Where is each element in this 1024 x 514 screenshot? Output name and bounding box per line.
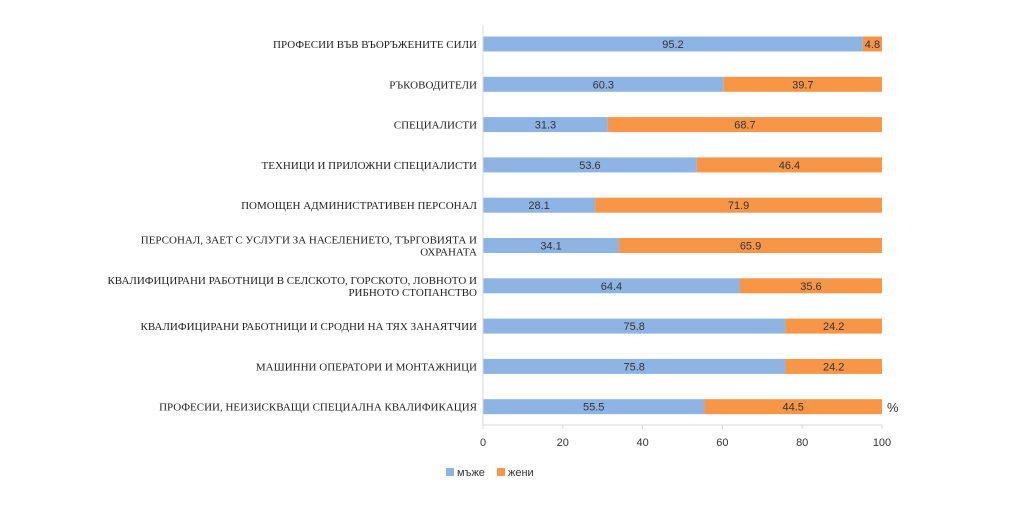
legend-swatch-female xyxy=(497,468,505,476)
category-label-4: ПОМОЩЕН АДМИНИСТРАТИВЕН ПЕРСОНАЛ xyxy=(241,200,477,212)
data-label-male-8: 75.8 xyxy=(624,361,645,373)
category-label-6-line-0: КВАЛИФИЦИРАНИ РАБОТНИЦИ В СЕЛСКОТО, ГОРС… xyxy=(107,275,477,287)
data-label-female-2: 68.7 xyxy=(734,120,755,132)
data-label-male-1: 60.3 xyxy=(593,79,614,91)
unit-label: % xyxy=(887,400,899,415)
x-tick-label-0: 0 xyxy=(480,437,486,449)
bar-female-2 xyxy=(607,117,882,133)
x-axis: 0 20 40 60 80 100 xyxy=(480,26,891,449)
bar-female-0 xyxy=(862,36,882,52)
bar-male-3 xyxy=(483,157,697,173)
data-label-male-7: 75.8 xyxy=(624,321,645,333)
category-label-9: ПРОФЕСИИ, НЕИЗИСКВАЩИ СПЕЦИАЛНА КВАЛИФИК… xyxy=(159,402,478,414)
category-labels: ПРОФЕСИИ ВЪВ ВЪОРЪЖЕНИТЕ СИЛИ РЪКОВОДИТЕЛ… xyxy=(107,39,477,414)
x-tick-label-20: 20 xyxy=(557,437,569,449)
category-label-7: КВАЛИФИЦИРАНИ РАБОТНИЦИ И СРОДНИ НА ТЯХ … xyxy=(141,321,478,333)
category-label-6-line-1: РИБНОТО СТОПАНСТВО xyxy=(348,287,477,299)
data-label-female-4: 71.9 xyxy=(728,200,749,212)
data-label-female-3: 46.4 xyxy=(779,160,800,172)
data-label-female-6: 35.6 xyxy=(800,281,821,293)
bar-male-6 xyxy=(483,278,740,294)
category-label-8: МАШИННИ ОПЕРАТОРИ И МОНТАЖНИЦИ xyxy=(256,361,477,373)
data-label-female-8: 24.2 xyxy=(823,361,844,373)
legend-label-male: мъже xyxy=(457,467,485,479)
bar-male-2 xyxy=(483,117,608,133)
data-label-male-9: 55.5 xyxy=(583,402,604,414)
data-label-female-5: 65.9 xyxy=(740,241,761,253)
bar-female-9 xyxy=(704,399,882,415)
data-label-male-3: 53.6 xyxy=(579,160,600,172)
category-label-1: РЪКОВОДИТЕЛИ xyxy=(389,79,477,91)
data-label-female-7: 24.2 xyxy=(823,321,844,333)
data-label-female-9: 44.5 xyxy=(783,402,804,414)
bar-female-7 xyxy=(785,318,882,334)
bar-male-7 xyxy=(483,318,786,334)
bars-layer: 95.2 4.8 60.3 39.7 31.3 68.7 53.6 46.4 28.1 71.9 3… xyxy=(483,36,882,415)
category-label-5-line-0: ПЕРСОНАЛ, ЗАЕТ С УСЛУГИ ЗА НАСЕЛЕНИЕТО, … xyxy=(141,235,477,247)
legend-swatch-male xyxy=(446,468,454,476)
category-label-0: ПРОФЕСИИ ВЪВ ВЪОРЪЖЕНИТЕ СИЛИ xyxy=(273,39,477,51)
bar-male-9 xyxy=(483,399,705,415)
data-label-male-6: 64.4 xyxy=(601,281,622,293)
bar-male-5 xyxy=(483,238,620,253)
bar-female-5 xyxy=(619,238,882,253)
category-label-2: СПЕЦИАЛИСТИ xyxy=(394,120,477,132)
data-label-male-4: 28.1 xyxy=(528,200,549,212)
legend-label-female: жени xyxy=(508,467,534,479)
bar-male-4 xyxy=(483,197,596,213)
bar-female-8 xyxy=(785,358,882,374)
data-label-male-0: 95.2 xyxy=(662,39,683,51)
data-label-female-1: 39.7 xyxy=(792,79,813,91)
bar-female-3 xyxy=(696,157,882,173)
data-label-male-5: 34.1 xyxy=(540,241,561,253)
x-tick-label-100: 100 xyxy=(873,437,891,449)
x-tick-label-80: 80 xyxy=(796,437,808,449)
legend: мъже жени xyxy=(446,467,534,479)
bar-male-8 xyxy=(483,358,786,374)
category-label-5-line-1: ОХРАНАТА xyxy=(420,247,477,259)
bar-female-6 xyxy=(739,278,882,294)
data-label-female-0: 4.8 xyxy=(865,39,880,51)
data-label-male-2: 31.3 xyxy=(535,120,556,132)
bar-male-0 xyxy=(483,36,863,52)
category-label-3: ТЕХНИЦИ И ПРИЛОЖНИ СПЕЦИАЛИСТИ xyxy=(262,160,478,172)
x-tick-label-40: 40 xyxy=(636,437,648,449)
bar-male-1 xyxy=(483,76,724,92)
x-tick-label-60: 60 xyxy=(716,437,728,449)
bar-female-4 xyxy=(595,197,882,213)
bar-female-1 xyxy=(723,76,882,92)
